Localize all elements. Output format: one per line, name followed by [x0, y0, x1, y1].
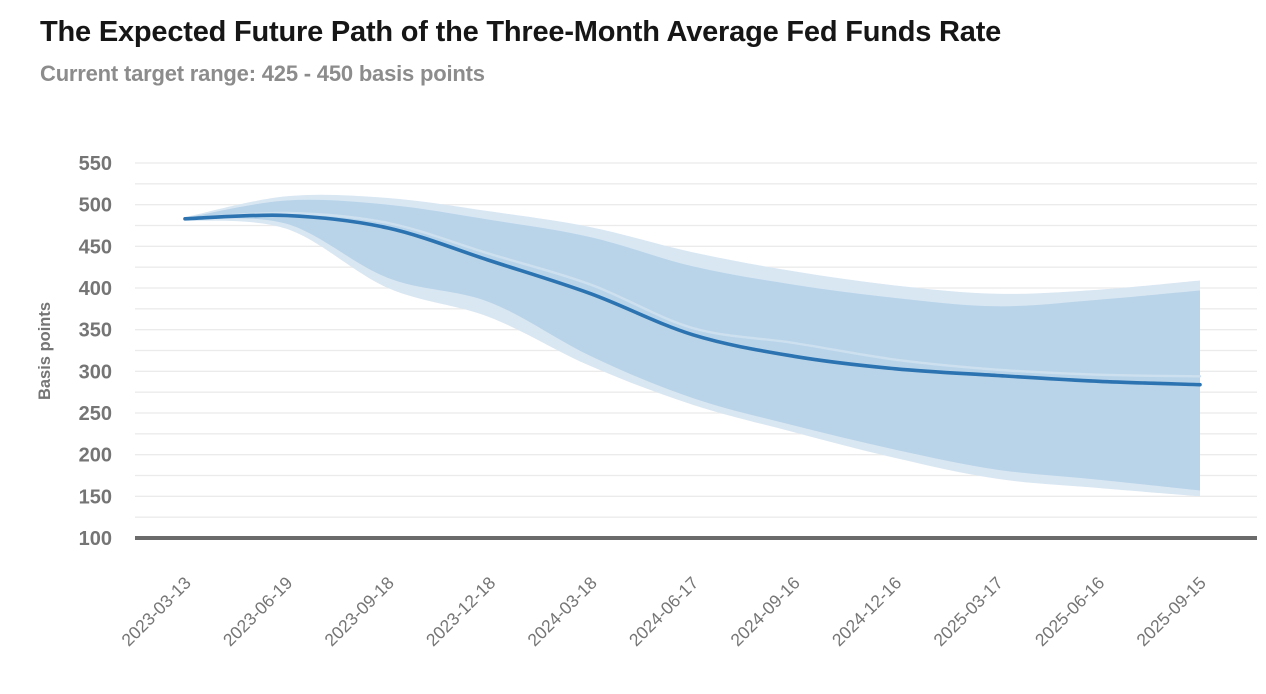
chart-title: The Expected Future Path of the Three-Mo… [40, 16, 1002, 48]
y-tick-label: 450 [79, 236, 112, 258]
chart-header: The Expected Future Path of the Three-Mo… [40, 14, 1160, 87]
secondary-path [183, 211, 1202, 378]
chart-subtitle: Current target range: 425 - 450 basis po… [40, 60, 485, 86]
inner-band [185, 199, 1200, 491]
y-tick-label: 500 [79, 195, 112, 217]
x-tick-label: 2024-03-18 [523, 573, 600, 650]
y-tick-label: 300 [79, 361, 112, 383]
x-tick-label: 2023-06-19 [219, 573, 296, 650]
x-tick-label: 2023-09-18 [320, 573, 397, 650]
x-tick-label: 2024-09-16 [726, 573, 803, 650]
x-tick-label: 2023-03-13 [117, 573, 194, 650]
y-tick-label: 250 [79, 403, 112, 425]
y-tick-label: 200 [79, 445, 112, 467]
y-tick-label: 350 [79, 320, 112, 342]
expected-median-path [183, 213, 1202, 387]
y-tick-label: 550 [79, 153, 112, 175]
y-tick-label: 100 [79, 528, 112, 550]
x-tick-label: 2025-03-17 [929, 573, 1006, 650]
x-axis-line [135, 536, 1257, 540]
y-tick-label: 400 [79, 278, 112, 300]
y-axis-label: Basis points [36, 302, 54, 400]
x-tick-label: 2023-12-18 [422, 573, 499, 650]
x-tick-label: 2024-12-16 [828, 573, 905, 650]
x-tick-label: 2024-06-17 [625, 573, 702, 650]
x-tick-label: 2025-06-16 [1031, 573, 1108, 650]
x-tick-label: 2025-09-15 [1132, 573, 1209, 650]
y-tick-label: 150 [79, 486, 112, 508]
